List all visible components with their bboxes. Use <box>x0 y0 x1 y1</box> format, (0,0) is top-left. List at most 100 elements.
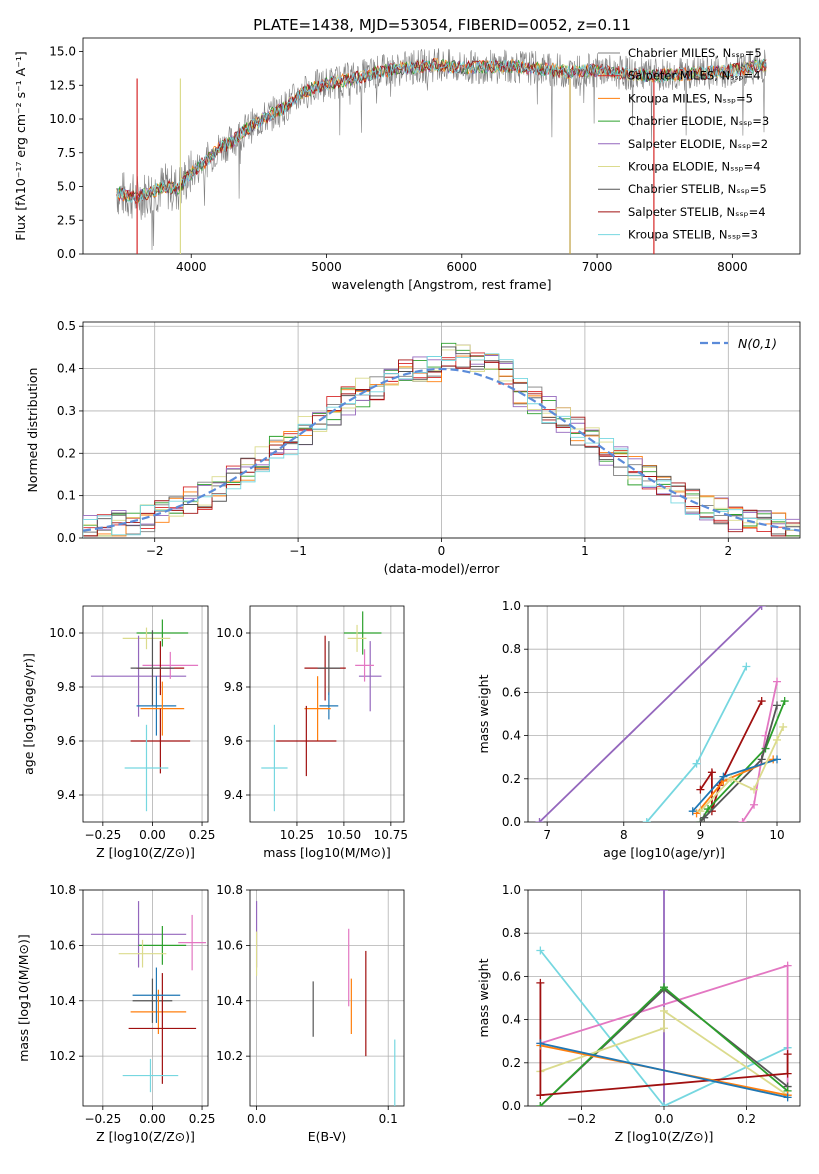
weight_vs_Z-ytick-label: 0.0 <box>502 1099 521 1113</box>
weight_vs_Z-point-marker <box>783 1069 792 1078</box>
spectrum-xtick-label: 4000 <box>176 260 207 274</box>
weight_vs_Z-ytick-label: 1.0 <box>502 883 521 897</box>
residual_hist-ytick-label: 0.1 <box>57 489 76 503</box>
weight_vs_age-point-marker <box>535 818 544 822</box>
weight_vs_Z-ylabel: mass weight <box>476 958 491 1037</box>
age_vs_mass-errorbar <box>319 692 339 720</box>
weight_vs_age-xtick-label: 7 <box>543 828 551 842</box>
mass_vs_ebv-xtick-label: 0.1 <box>379 1112 398 1126</box>
weight_vs_age-ytick-label: 0.0 <box>502 815 521 829</box>
residual_hist-ytick-label: 0.3 <box>57 404 76 418</box>
weight_vs_age-ytick-label: 0.2 <box>502 772 521 786</box>
weight_vs_age-xlabel: age [log10(age/yr)] <box>603 845 725 860</box>
age_vs_mass-errorbar <box>276 705 337 777</box>
weight_vs_age-point-marker <box>727 774 736 783</box>
age_vs_Z-errorbar <box>124 724 169 812</box>
age_vs_mass-axes: 10.25 10.50 10.75 9.4 9.6 9.8 10.0 mass [log10(… <box>216 605 408 860</box>
age_vs_mass-xtick-label: 10.75 <box>374 828 408 842</box>
weight_vs_age-point-marker <box>642 818 651 822</box>
weight_vs_age-series-line <box>741 681 778 822</box>
age_vs_mass-ytick-label: 9.4 <box>224 788 243 802</box>
spectrum-ytick-label: 7.5 <box>57 146 76 160</box>
weight_vs_age-point-marker <box>738 818 747 822</box>
age_vs_Z-axes: −0.25 0.00 0.25 9.4 9.6 9.8 10.0 Z [log10(Z/Z⊙)… <box>21 605 216 860</box>
age_vs_Z-ytick-label: 9.6 <box>57 734 76 748</box>
residual_hist-xtick-label: 2 <box>724 544 732 558</box>
spectrum-axes: 4000 5000 6000 7000 8000 0.0 2.5 5.0 7.5 10.0 12.5… <box>13 37 801 292</box>
age_vs_mass-errorbar <box>358 641 382 712</box>
weight_vs_Z-xtick-label: 0.0 <box>654 1112 673 1126</box>
spectrum-xlabel: wavelength [Angstrom, rest frame] <box>331 277 551 292</box>
normal-legend-label: N(0,1) <box>738 336 777 351</box>
weight_vs_age-ytick-label: 0.4 <box>502 729 521 743</box>
age_vs_Z-errorbar <box>130 708 191 774</box>
legend-entry: Kroupa ELODIE, Nₛₛₚ=4 <box>628 160 761 174</box>
weight_vs_Z-point-marker <box>783 1093 792 1102</box>
spectrum-ylabel: Flux [fλ10⁻¹⁷ erg cm⁻² s⁻¹ A⁻¹] <box>13 51 28 240</box>
legend-entry: Chabrier ELODIE, Nₛₛₚ=3 <box>628 114 769 128</box>
age_vs_mass-ytick-label: 9.8 <box>224 680 243 694</box>
age_vs_Z-ytick-label: 10.0 <box>49 626 76 640</box>
mass_vs_ebv-ytick-label: 10.6 <box>216 938 243 952</box>
weight_vs_Z-series-line <box>540 1042 788 1099</box>
weight_vs_age-ylabel: mass weight <box>476 674 491 753</box>
spectrum-xtick-label: 8000 <box>717 260 748 274</box>
spectrum-frame <box>82 37 801 255</box>
mass_vs_ebv-ytick-label: 10.4 <box>216 994 243 1008</box>
weight_vs_Z-ytick-label: 0.2 <box>502 1056 521 1070</box>
age_vs_mass-errorbar <box>347 624 367 652</box>
residual-histogram-step <box>83 355 800 538</box>
weight_vs_age-point-marker <box>757 606 766 610</box>
weight_vs_Z-xtick-label: 0.2 <box>737 1112 756 1126</box>
weight_vs_age-point-marker <box>719 772 728 781</box>
age_vs_Z-ylabel: age [log10(age/yr)] <box>21 653 36 775</box>
mass_vs_Z-xtick-label: 0.25 <box>189 1112 216 1126</box>
age_vs_Z-xtick-label: 0.00 <box>139 828 166 842</box>
weight_vs_age-point-marker <box>779 722 788 731</box>
spectrum-ytick-label: 5.0 <box>57 180 76 194</box>
mass_vs_Z-ylabel: mass [log10(M/M⊙)] <box>16 934 31 1062</box>
weight_vs_age-point-marker <box>773 701 782 710</box>
age_vs_Z-ytick-label: 9.8 <box>57 680 76 694</box>
weight_vs_Z-point-marker <box>660 1102 668 1106</box>
weight_vs_Z-point-marker <box>536 1039 545 1048</box>
age_vs_mass-xtick-label: 10.50 <box>327 828 361 842</box>
weight_vs_Z-point-marker <box>536 946 545 955</box>
residual_hist-xlabel: (data-model)/error <box>384 561 501 576</box>
legend-entry: Salpeter MILES, Nₛₛₚ=4 <box>628 69 761 83</box>
weight_vs_age-ytick-label: 0.6 <box>502 685 521 699</box>
age_vs_mass-errorbar <box>317 641 341 696</box>
weight_vs_Z-ytick-label: 0.6 <box>502 969 521 983</box>
mass_vs_Z-frame <box>82 889 209 1107</box>
age_vs_Z-xtick-label: 0.25 <box>189 828 216 842</box>
mass_vs_Z-xtick-label: 0.00 <box>139 1112 166 1126</box>
weight_vs_Z-ytick-label: 0.8 <box>502 926 521 940</box>
weight_vs_age-axes: 7 8 9 10 0.0 0.2 0.4 0.6 0.8 1.0 age [log10(age/yr… <box>476 599 801 860</box>
weight_vs_Z-point-marker <box>536 1102 545 1106</box>
weight_vs_age-series-line <box>538 606 763 822</box>
weight_vs_age-point-marker <box>750 800 759 809</box>
residual_hist-frame <box>82 321 801 539</box>
spectrum-model-line <box>116 58 767 204</box>
mass_vs_Z-errorbar <box>138 926 187 965</box>
mass_vs_Z-ytick-label: 10.2 <box>49 1049 76 1063</box>
age_vs_mass-errorbar <box>355 649 374 682</box>
weight_vs_age-point-marker <box>742 662 751 671</box>
age_vs_mass-errorbar <box>261 724 288 812</box>
mass_vs_Z-errorbar <box>132 978 173 1023</box>
mass_vs_ebv-xtick-label: 0.0 <box>247 1112 266 1126</box>
weight_vs_age-series-line <box>646 666 748 822</box>
weight_vs_age-point-marker <box>696 785 705 794</box>
age_vs_Z-errorbar <box>140 681 185 736</box>
mass_vs_ebv-ytick-label: 10.8 <box>216 883 243 897</box>
weight_vs_age-point-marker <box>704 805 713 814</box>
weight_vs_age-xtick-label: 8 <box>620 828 628 842</box>
weight_vs_age-ytick-label: 0.8 <box>502 642 521 656</box>
mass_vs_Z-ytick-label: 10.6 <box>49 938 76 952</box>
age_vs_Z-errorbar <box>136 619 189 647</box>
weight_vs_age-point-marker <box>692 759 701 768</box>
age_vs_mass-ytick-label: 9.6 <box>224 734 243 748</box>
age_vs_mass-ytick-label: 10.0 <box>216 626 243 640</box>
legend-entry: Kroupa STELIB, Nₛₛₚ=3 <box>628 228 758 242</box>
weight_vs_age-point-marker <box>773 755 782 764</box>
